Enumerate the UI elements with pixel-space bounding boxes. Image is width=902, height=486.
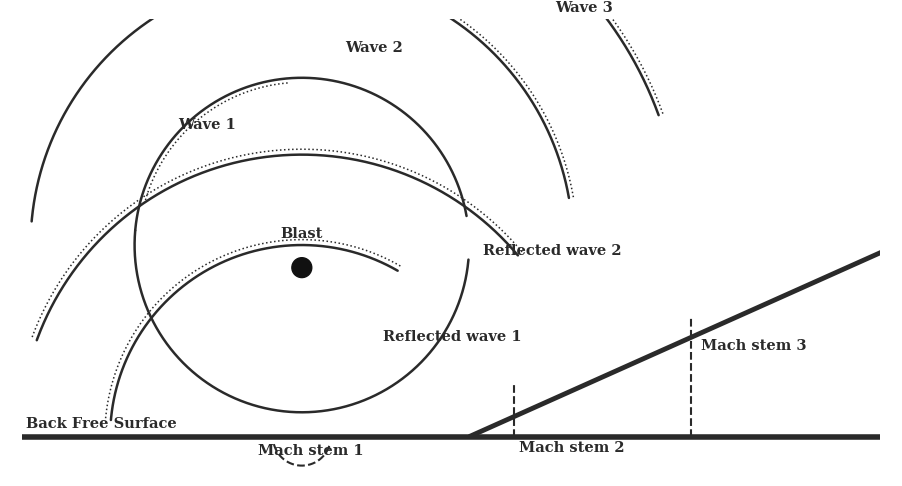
Text: Blast: Blast [281, 226, 323, 241]
Circle shape [292, 258, 312, 278]
Text: Wave 1: Wave 1 [178, 118, 235, 132]
Text: Mach stem 3: Mach stem 3 [702, 339, 807, 353]
Text: Wave 3: Wave 3 [555, 0, 612, 15]
Text: Back Free Surface: Back Free Surface [26, 417, 177, 431]
Text: Mach stem 1: Mach stem 1 [258, 444, 364, 458]
Text: Reflected wave 2: Reflected wave 2 [483, 244, 621, 259]
Text: Reflected wave 1: Reflected wave 1 [383, 330, 522, 344]
Text: Wave 2: Wave 2 [345, 41, 403, 55]
Text: Mach stem 2: Mach stem 2 [519, 441, 624, 455]
